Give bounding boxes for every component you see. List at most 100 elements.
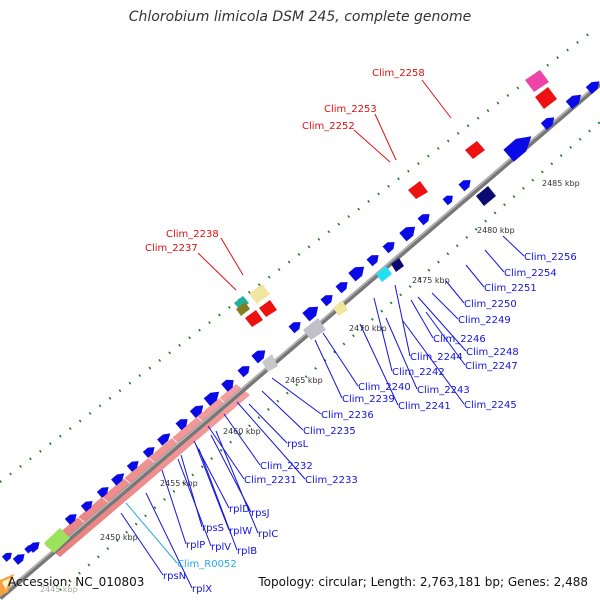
tick-track-inner [59, 121, 600, 591]
cds-arrow [503, 136, 532, 162]
leader-line [374, 113, 397, 161]
leader-line [177, 458, 212, 547]
gene-label: Clim_2242 [392, 367, 445, 378]
cds-arrow [540, 117, 555, 130]
cds-arrow [251, 350, 266, 364]
gene-label: Clim_2235 [303, 426, 356, 437]
page-title: Chlorobium limicola DSM 245, complete ge… [128, 9, 472, 25]
cds-arrow [382, 242, 395, 254]
leader-line [198, 448, 238, 551]
leader-line [445, 280, 465, 304]
leader-line [465, 264, 485, 288]
ruler-label: 2475 kbp [412, 276, 450, 285]
navy-feature [476, 186, 496, 206]
grey-feature [303, 318, 326, 340]
ruler-label: 2460 kbp [223, 427, 261, 436]
cds-arrow [189, 405, 204, 418]
cds-arrow [12, 554, 25, 565]
cds-arrow [565, 94, 582, 109]
gene-label: Clim_2258 [372, 68, 425, 79]
gene-label: rplV [211, 542, 231, 553]
gene-label: Clim_2247 [465, 361, 518, 372]
gene-label: Clim_2232 [260, 461, 313, 472]
gene-label: Clim_2245 [464, 400, 517, 411]
rrna-feature-2258 [535, 87, 557, 109]
cds-arrow [237, 366, 250, 378]
gene-label: Clim_2250 [464, 299, 517, 310]
gene-label: Clim_2233 [305, 475, 358, 486]
cds-arrow [417, 214, 430, 226]
leader-line [145, 492, 193, 589]
gene-label: rpsL [287, 439, 309, 450]
gene-label: rplX [192, 584, 212, 595]
cds-arrow [24, 544, 34, 554]
leader-line [261, 390, 304, 431]
leader-line [353, 129, 391, 163]
leader-line [207, 425, 245, 480]
ruler-label: 2485 kbp [542, 179, 580, 188]
cds-arrow [366, 255, 379, 267]
cds-arrow [203, 391, 220, 406]
leader-line [161, 469, 187, 545]
gene-label: Clim_2253 [324, 104, 377, 115]
leader-line [195, 444, 230, 531]
cds-arrow [442, 195, 453, 206]
cds-arrow [399, 226, 416, 242]
cds-arrow [302, 306, 319, 322]
ruler-label: 2480 kbp [477, 226, 515, 235]
cds-arrow [80, 501, 93, 512]
leader-line [421, 79, 452, 119]
lower-leader-lines [120, 235, 525, 589]
leader-line [271, 377, 322, 415]
leader-line [425, 311, 466, 366]
cds-arrow [458, 180, 471, 192]
gene-label: Clim_2239 [342, 394, 395, 405]
gene-label: Clim_2251 [484, 283, 537, 294]
gene-label: Clim_2244 [410, 352, 463, 363]
cds-arrow [126, 461, 139, 472]
cds-arrow [585, 81, 600, 94]
gene-label: Clim_2238 [166, 229, 219, 240]
gene-label: rplP [186, 540, 205, 551]
gene-label: Clim_2252 [302, 121, 355, 132]
grey-feature-2 [262, 354, 278, 372]
rrna-feature-2252 [408, 181, 428, 199]
rrna-feature-2237 [245, 310, 263, 327]
teal-feature-2238 [234, 296, 249, 310]
gene-label: Clim_2231 [244, 475, 297, 486]
ruler-label: 2455 kbp [160, 479, 198, 488]
cds-arrow [111, 473, 125, 486]
leader-line [385, 317, 418, 390]
gene-label: Clim_2243 [417, 385, 470, 396]
ruler-label: 2470 kbp [349, 324, 387, 333]
gene-label: Clim_2256 [524, 252, 577, 263]
genome-summary: Topology: circular; Length: 2,763,181 bp… [258, 575, 588, 589]
genome-backbone [0, 82, 600, 600]
gene-label: rpsS [202, 523, 224, 534]
ruler-label: 2465 kbp [285, 376, 323, 385]
cds-arrow [157, 433, 171, 446]
leader-line [417, 296, 467, 352]
leader-line [322, 332, 359, 387]
cds-arrow [221, 379, 234, 392]
leader-line [373, 297, 393, 372]
cds-arrow [175, 419, 188, 431]
leader-line [120, 512, 164, 576]
gene-label: Clim_R0052 [177, 559, 237, 570]
cds-arrow [64, 514, 77, 525]
leader-line [394, 284, 411, 357]
leader-line [359, 323, 399, 406]
leader-line [484, 249, 505, 273]
cyan-feature [376, 266, 392, 282]
leader-line [248, 403, 288, 444]
yellow-feature-upper [249, 284, 270, 304]
rrna-feature-2237b [259, 300, 277, 317]
tick-track-outer [0, 32, 591, 483]
gene-label: rplW [229, 526, 252, 537]
gene-label: Clim_2246 [433, 334, 486, 345]
leader-line [410, 299, 434, 339]
gene-label: rplD [229, 504, 250, 515]
leader-line [236, 401, 306, 480]
gene-label: Clim_2249 [458, 315, 511, 326]
ruler-labels: 2445 kbp 2450 kbp 2455 kbp 2460 kbp 2465… [40, 179, 580, 594]
